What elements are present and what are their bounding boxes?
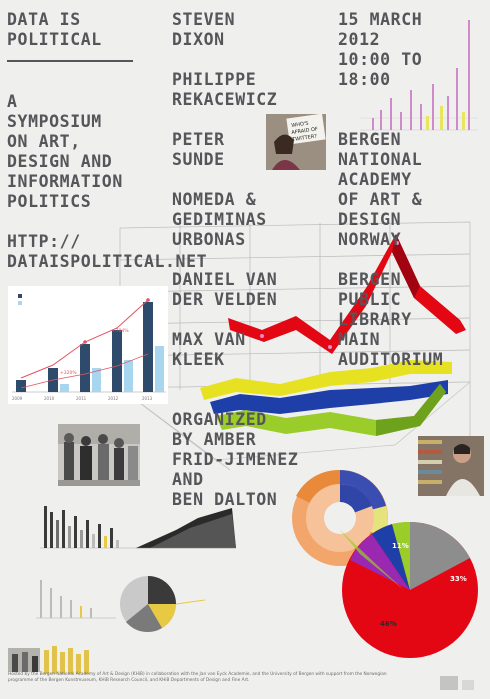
organizers: ORGANIZED BY AMBER FRID-JIMENEZ AND BEN …	[172, 410, 299, 509]
footer-credits: Hosted by the Bergen National Academy of…	[8, 672, 387, 683]
bar-year-label: 2010	[44, 396, 55, 401]
bar-chart-bar	[16, 380, 26, 392]
speaker-daniel-van-der-velden: DANIEL VAN DER VELDEN	[172, 270, 278, 309]
small-bar	[104, 536, 107, 548]
bar-year-label: 2013	[142, 396, 153, 401]
small-bar	[50, 588, 52, 618]
spike-bar	[420, 104, 422, 130]
bar-chart-bar	[80, 344, 90, 392]
bar-chart-bar	[124, 360, 133, 392]
spike-bar	[380, 110, 382, 130]
yellow-band	[200, 360, 452, 400]
speaker-philippe-rekacewicz: PHILIPPE REKACEWICZ	[172, 70, 278, 109]
small-bar	[56, 520, 59, 548]
spike-bar	[462, 112, 465, 130]
speaker-urbonas: NOMEDA & GEDIMINAS URBONAS	[172, 190, 267, 249]
bar-chart	[8, 286, 168, 404]
small-bar	[80, 606, 82, 618]
bar-year-label: 2009	[12, 396, 23, 401]
green-band-shade	[376, 384, 446, 436]
small-bar	[86, 520, 89, 548]
pie-label: 46%	[380, 620, 397, 628]
small-bar	[40, 580, 42, 618]
small-bar	[92, 534, 95, 548]
sign-text-3: TWITTER?	[291, 134, 318, 144]
small-bar	[110, 528, 113, 548]
big-pie	[340, 521, 478, 658]
bar-year-label: 2012	[108, 396, 119, 401]
website-url: HTTP:// DATAISPOLITICAL.NET	[7, 232, 208, 271]
blue-band	[210, 380, 448, 414]
bar-chart-bar	[112, 330, 122, 392]
small-bar	[74, 516, 77, 548]
small-bar	[116, 540, 119, 548]
pie-label: 11%	[392, 542, 409, 550]
spike-bar	[400, 112, 402, 130]
small-bar	[62, 510, 65, 548]
gray-pie	[120, 576, 206, 633]
pie-label: 33%	[450, 575, 467, 583]
speaker-max-van-kleek: MAX VAN KLEEK	[172, 330, 246, 369]
small-bar	[98, 524, 101, 548]
bar-chart-bar	[155, 346, 164, 392]
host-institution: BERGEN NATIONAL ACADEMY OF ART & DESIGN …	[338, 130, 423, 249]
photo-people-bottom	[8, 648, 40, 672]
spike-chart	[360, 20, 478, 131]
small-bar	[44, 506, 47, 548]
bar-growth-label: +784%	[112, 328, 129, 334]
small-bar	[60, 596, 62, 618]
photo-supermarket	[418, 436, 484, 496]
bar-year-label: 2011	[76, 396, 87, 401]
speaker-peter-sunde: PETER SUNDE	[172, 130, 225, 169]
small-bar-charts	[36, 506, 136, 619]
spike-bar	[410, 90, 412, 130]
sign-text-2: AFRAID OF	[291, 126, 318, 136]
spike-bar	[426, 116, 429, 130]
spike-bar	[432, 84, 434, 130]
bar-chart-bar	[60, 384, 69, 392]
small-bar	[70, 600, 72, 618]
gold-bars	[44, 646, 89, 674]
title-rule	[7, 60, 133, 62]
area-chart	[136, 508, 236, 549]
event-venue: BERGEN PUBLIC LIBRARY MAIN AUDITORIUM	[338, 270, 444, 369]
spike-bar	[456, 68, 458, 130]
sign-text-1: WHO'S	[291, 121, 309, 129]
spike-bar	[447, 96, 449, 130]
spike-bar	[440, 106, 443, 130]
photo-twitter-sign: WHO'S AFRAID OF TWITTER?	[266, 114, 326, 170]
bar-growth-label: +320%	[60, 370, 77, 376]
spike-bar	[468, 20, 470, 130]
spike-bar	[372, 118, 374, 130]
small-bar	[90, 608, 92, 618]
spike-bar	[390, 98, 392, 130]
speaker-steven-dixon: STEVEN DIXON	[172, 10, 236, 49]
small-bar	[80, 530, 83, 548]
bar-chart-bar	[92, 368, 101, 392]
red-ribbon-shade	[392, 234, 420, 298]
bar-chart-bar	[143, 302, 153, 392]
symposium-subtitle: A SYMPOSIUM ON ART, DESIGN AND INFORMATI…	[7, 92, 123, 211]
event-date-time: 15 MARCH 2012 10:00 TO 18:00	[338, 10, 423, 89]
small-bar	[50, 512, 53, 548]
corner-mark	[440, 676, 474, 690]
photo-crowd	[58, 424, 140, 486]
poster-title: DATA IS POLITICAL	[7, 10, 102, 49]
small-bar	[68, 526, 71, 548]
